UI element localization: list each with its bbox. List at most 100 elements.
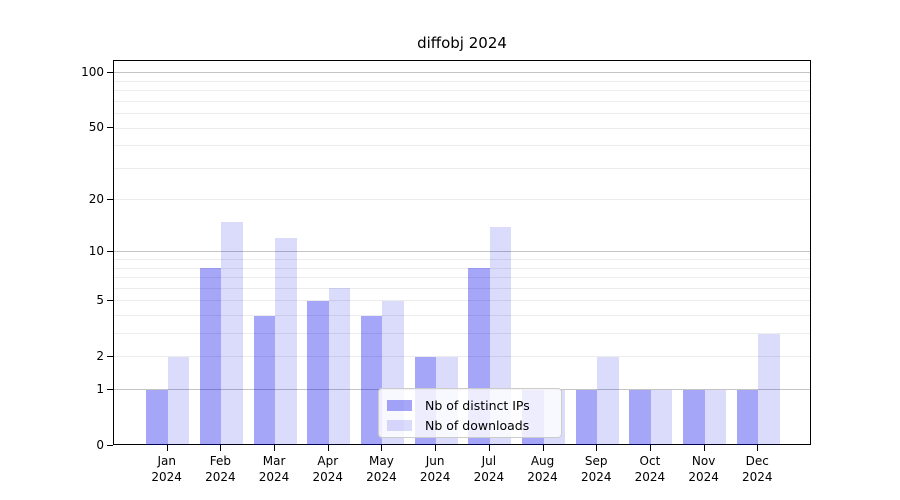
x-axis-tick <box>596 445 598 451</box>
minor-gridline <box>114 167 810 169</box>
minor-gridline <box>114 90 810 92</box>
x-tick-year: 2024 <box>366 470 397 484</box>
x-tick-label: Oct 2024 <box>622 453 678 485</box>
x-axis-tick <box>649 445 651 451</box>
legend-item-distinct-ips: Nb of distinct IPs <box>387 396 561 414</box>
minor-gridline <box>114 333 810 335</box>
x-tick-year: 2024 <box>205 470 236 484</box>
x-tick-year: 2024 <box>634 470 666 484</box>
x-axis-tick <box>166 445 168 451</box>
minor-gridline <box>114 267 810 269</box>
x-axis-tick <box>703 445 705 451</box>
minor-gridline <box>114 315 810 317</box>
bar-distinct-ips <box>683 389 705 446</box>
x-tick-month: Sep <box>584 454 608 468</box>
minor-gridline <box>114 100 810 102</box>
plot-area <box>113 60 811 446</box>
bar-downloads <box>275 238 297 446</box>
legend-label-distinct-ips: Nb of distinct IPs <box>425 397 530 413</box>
x-tick-month: Aug <box>530 454 555 468</box>
x-tick-month: Jul <box>481 454 497 468</box>
x-tick-year: 2024 <box>527 470 558 484</box>
y-axis-tick <box>107 355 113 357</box>
x-tick-year: 2024 <box>688 470 719 484</box>
bar-downloads <box>597 356 619 446</box>
bar-downloads <box>221 221 243 446</box>
x-tick-month: Nov <box>691 454 716 468</box>
minor-gridline <box>114 113 810 115</box>
x-axis-tick <box>757 445 759 451</box>
bar-downloads <box>758 333 780 446</box>
x-tick-label: Apr 2024 <box>300 453 356 485</box>
chart-title: diffobj 2024 <box>417 34 507 52</box>
x-tick-month: Dec <box>745 454 769 468</box>
x-tick-label: Jun 2024 <box>407 453 463 485</box>
y-axis-tick <box>107 444 113 446</box>
bar-distinct-ips <box>575 389 598 446</box>
bar-distinct-ips <box>307 300 329 446</box>
y-axis-tick <box>107 250 113 252</box>
minor-gridline <box>114 277 810 279</box>
minor-gridline <box>114 259 810 261</box>
x-tick-month: Feb <box>209 454 231 468</box>
x-axis-tick <box>488 445 490 451</box>
x-tick-month: Oct <box>639 454 661 468</box>
legend-item-downloads: Nb of downloads <box>387 416 561 434</box>
bar-downloads <box>650 389 673 446</box>
y-axis-tick <box>107 388 113 390</box>
x-axis-tick <box>381 445 383 451</box>
minor-gridline <box>114 356 810 358</box>
x-tick-year: 2024 <box>151 470 182 484</box>
y-axis-tick <box>107 299 113 301</box>
x-tick-month: Mar <box>262 454 286 468</box>
y-tick-label: 0 <box>96 437 104 452</box>
major-gridline <box>114 251 810 253</box>
bar-distinct-ips <box>253 315 276 446</box>
y-axis-tick <box>107 127 113 129</box>
bar-downloads <box>328 288 351 446</box>
legend-label-downloads: Nb of downloads <box>425 417 530 433</box>
y-tick-label: 50 <box>88 120 104 135</box>
minor-gridline <box>114 287 810 289</box>
y-tick-label: 5 <box>96 292 104 307</box>
x-tick-label: Nov 2024 <box>676 453 732 485</box>
x-tick-month: May <box>369 454 394 468</box>
x-tick-year: 2024 <box>312 470 344 484</box>
x-axis-tick <box>435 445 437 451</box>
bar-distinct-ips <box>199 268 222 446</box>
x-axis-tick <box>542 445 544 451</box>
minor-gridline <box>114 300 810 302</box>
x-tick-year: 2024 <box>258 470 290 484</box>
bar-distinct-ips <box>360 315 383 446</box>
y-tick-label: 100 <box>81 64 104 79</box>
bar-downloads <box>167 356 190 446</box>
x-tick-label: Jan 2024 <box>139 453 195 485</box>
x-tick-label: Jul 2024 <box>461 453 517 485</box>
major-gridline <box>114 72 810 74</box>
minor-gridline <box>114 127 810 129</box>
x-tick-month: Apr <box>317 454 339 468</box>
x-tick-year: 2024 <box>580 470 612 484</box>
y-axis-tick <box>107 198 113 200</box>
x-tick-label: Aug 2024 <box>515 453 571 485</box>
bar-distinct-ips <box>629 389 651 446</box>
x-tick-year: 2024 <box>742 470 773 484</box>
x-tick-year: 2024 <box>419 470 451 484</box>
x-axis-tick <box>220 445 222 451</box>
y-tick-label: 2 <box>96 348 104 363</box>
minor-gridline <box>114 145 810 147</box>
x-tick-label: May 2024 <box>353 453 409 485</box>
x-tick-month: Jun <box>425 454 445 468</box>
x-tick-month: Jan <box>157 454 176 468</box>
y-axis-tick <box>107 71 113 73</box>
x-tick-label: Dec 2024 <box>729 453 785 485</box>
minor-gridline <box>114 80 810 82</box>
x-tick-year: 2024 <box>473 470 505 484</box>
x-tick-label: Sep 2024 <box>568 453 624 485</box>
legend-swatch-distinct-ips <box>387 399 412 411</box>
minor-gridline <box>114 199 810 201</box>
y-tick-label: 20 <box>88 191 104 206</box>
bar-distinct-ips <box>146 389 168 446</box>
x-tick-label: Feb 2024 <box>192 453 248 485</box>
